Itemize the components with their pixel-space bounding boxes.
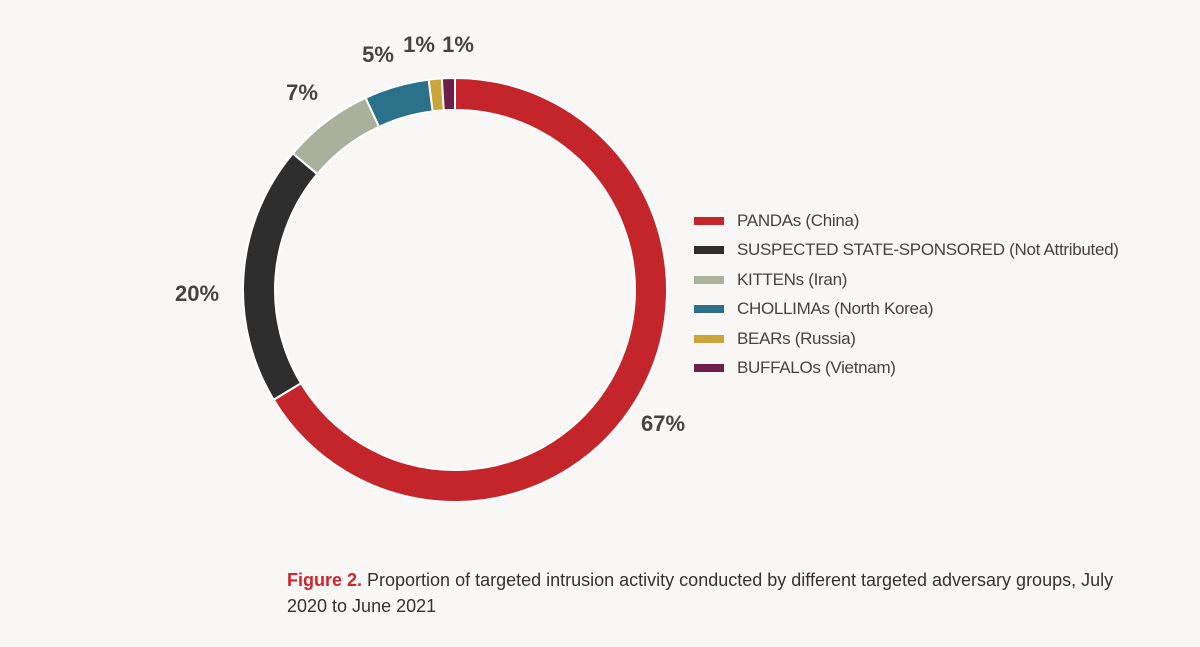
legend-label: BEARs (Russia) xyxy=(737,328,856,348)
legend-swatch xyxy=(694,275,724,284)
data-label: 7% xyxy=(286,80,318,105)
data-label: 20% xyxy=(175,281,219,306)
figure-caption: Figure 2. Proportion of targeted intrusi… xyxy=(287,567,1127,619)
legend-swatch xyxy=(694,334,724,343)
data-label: 1% xyxy=(442,32,474,57)
legend-item: SUSPECTED STATE-SPONSORED (Not Attribute… xyxy=(694,236,1119,266)
legend-item: CHOLLIMAs (North Korea) xyxy=(694,295,1119,325)
donut-slice xyxy=(291,96,381,176)
figure-label: Figure 2. xyxy=(287,570,363,590)
legend-item: KITTENs (Iran) xyxy=(694,265,1119,295)
figure-caption-text: Proportion of targeted intrusion activit… xyxy=(287,570,1114,616)
data-label: 67% xyxy=(641,411,685,436)
data-label: 1% xyxy=(403,32,435,57)
legend-label: KITTENs (Iran) xyxy=(737,269,848,289)
legend-label: CHOLLIMAs (North Korea) xyxy=(737,299,934,319)
legend-label: SUSPECTED STATE-SPONSORED (Not Attribute… xyxy=(737,240,1119,260)
legend-item: BEARs (Russia) xyxy=(694,324,1119,354)
donut-slice xyxy=(272,76,668,503)
data-label: 5% xyxy=(362,42,394,67)
legend-swatch xyxy=(694,364,724,373)
legend-swatch xyxy=(694,216,724,225)
donut-slice xyxy=(364,78,434,129)
legend-label: PANDAs (China) xyxy=(737,210,860,230)
legend-item: BUFFALOs (Vietnam) xyxy=(694,354,1119,384)
legend-item: PANDAs (China) xyxy=(694,206,1119,236)
legend: PANDAs (China) SUSPECTED STATE-SPONSORED … xyxy=(694,206,1119,383)
legend-swatch xyxy=(694,246,724,255)
legend-swatch xyxy=(694,305,724,314)
donut-slice xyxy=(440,76,456,112)
legend-label: BUFFALOs (Vietnam) xyxy=(737,358,896,378)
donut-slice xyxy=(242,152,319,402)
